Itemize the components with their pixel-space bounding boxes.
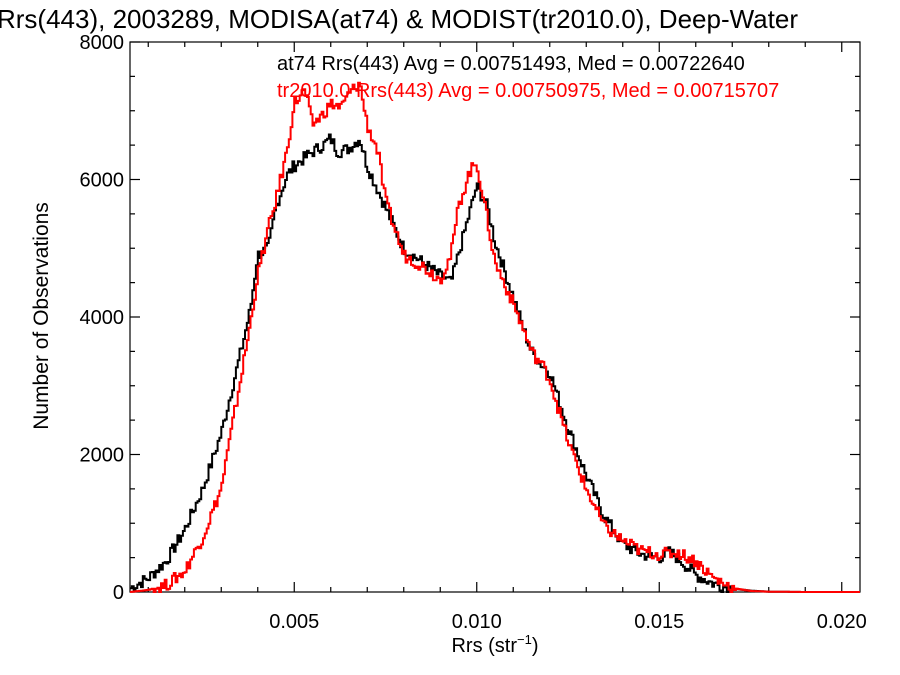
- legend-entry-tr2010: tr2010.0 Rrs(443) Avg = 0.00750975, Med …: [277, 80, 779, 102]
- x-tick-label: 0.020: [817, 611, 867, 633]
- y-tick-label: 8000: [80, 32, 125, 54]
- series-tr2010.0: [130, 81, 860, 593]
- axis-tick-labels: 0.005 0.010 0.015 0.020 0 2000 4000 6000 8000: [80, 32, 867, 633]
- series-layer: [130, 81, 860, 593]
- y-axis-label: Number of Observations: [30, 202, 53, 430]
- axis-ticks: [130, 41, 860, 593]
- y-tick-label: 2000: [80, 445, 125, 467]
- series-at74: [130, 133, 860, 593]
- x-tick-label: 0.005: [269, 611, 319, 633]
- y-tick-label: 4000: [80, 307, 125, 329]
- chart-title: Rrs(443), 2003289, MODISA(at74) & MODIST…: [0, 4, 798, 34]
- y-tick-label: 0: [113, 582, 124, 604]
- y-tick-label: 6000: [80, 170, 125, 192]
- x-axis-label: Rrs (str−1): [451, 632, 538, 657]
- x-tick-label: 0.015: [634, 611, 684, 633]
- legend-entry-at74: at74 Rrs(443) Avg = 0.00751493, Med = 0.…: [277, 53, 745, 75]
- plot-frame: [129, 41, 861, 593]
- x-tick-label: 0.010: [452, 611, 502, 633]
